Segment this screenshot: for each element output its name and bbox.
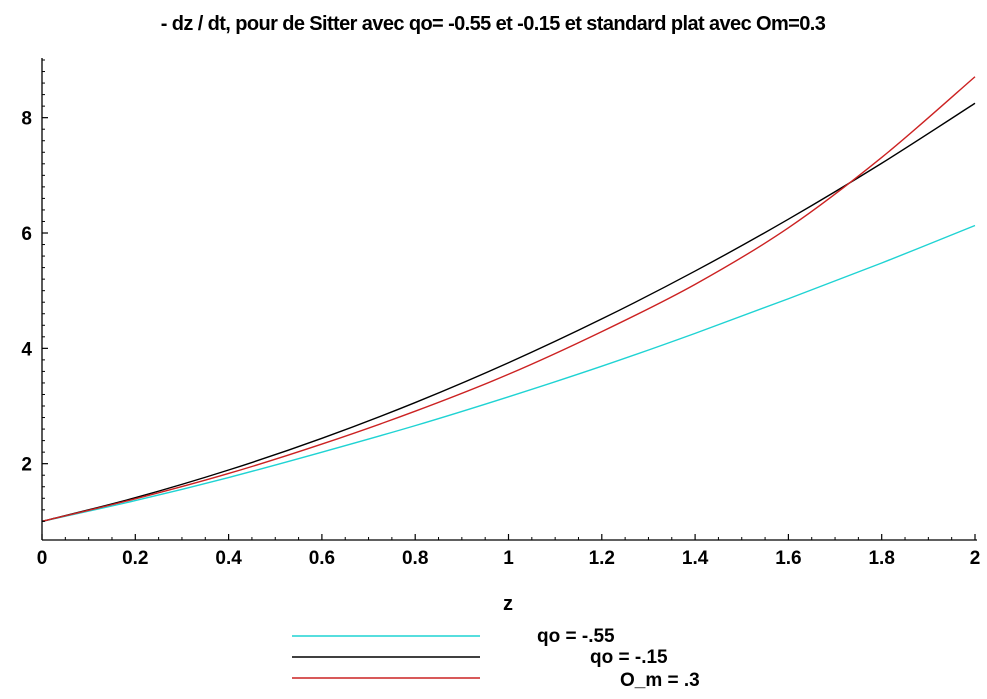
- legend-label-1: qo = -.55: [537, 626, 615, 647]
- x-tick-label: 0.4: [215, 548, 242, 569]
- x-tick-label: 1.8: [868, 548, 894, 569]
- y-tick-label: 2: [21, 455, 32, 476]
- axes: 0 0.2 0.4 0.6 0.8 1 1.2 1.4 1.6 1.8 2 2 4 6 8: [21, 58, 980, 569]
- x-tick-label: 1.4: [682, 548, 709, 569]
- series-line-3: [41, 76, 976, 523]
- x-tick-label: 0.6: [309, 548, 335, 569]
- x-tick-label: 1.6: [775, 548, 801, 569]
- y-tick-label: 6: [21, 224, 32, 245]
- chart-title: - dz / dt, pour de Sitter avec qo= -0.55…: [161, 13, 826, 35]
- plot-lines: [41, 76, 976, 523]
- series-line-2: [41, 102, 976, 523]
- series-line-1: [41, 224, 976, 523]
- x-tick-label: 0: [37, 548, 48, 569]
- x-tick-label: 2: [970, 548, 981, 569]
- legend-label-2: qo = -.15: [590, 647, 668, 668]
- y-tick-label: 4: [21, 339, 32, 360]
- x-tick-label: 0.2: [122, 548, 148, 569]
- x-tick-label: 1: [503, 548, 514, 569]
- y-tick-label: 8: [21, 109, 32, 130]
- legend-label-3: O_m = .3: [620, 670, 700, 691]
- x-tick-label: 0.8: [402, 548, 428, 569]
- x-axis-label: z: [503, 593, 513, 615]
- x-tick-label: 1.2: [589, 548, 615, 569]
